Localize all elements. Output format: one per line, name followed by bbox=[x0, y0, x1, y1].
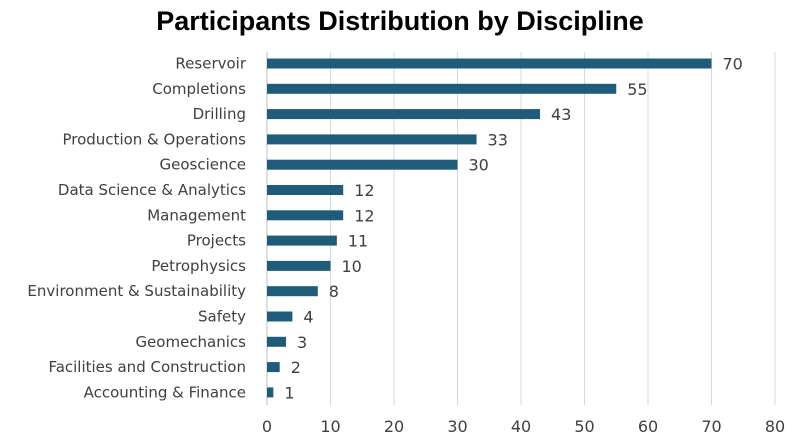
data-label: 43 bbox=[551, 105, 571, 124]
category-label: Data Science & Analytics bbox=[58, 181, 246, 199]
category-label: Production & Operations bbox=[62, 130, 246, 148]
data-label: 11 bbox=[348, 232, 368, 251]
x-tick-label: 80 bbox=[765, 417, 785, 436]
data-label: 55 bbox=[627, 80, 647, 99]
data-label: 12 bbox=[354, 206, 374, 225]
bar bbox=[267, 336, 287, 347]
bar bbox=[267, 235, 337, 246]
category-label: Completions bbox=[152, 80, 246, 98]
bar bbox=[267, 159, 458, 170]
bar bbox=[267, 134, 477, 145]
category-label: Safety bbox=[198, 308, 246, 326]
data-label: 2 bbox=[291, 358, 301, 377]
chart-title: Participants Distribution by Discipline bbox=[156, 6, 644, 36]
bar bbox=[267, 83, 617, 94]
labels: 0 10 20 30 40 50 60 70 80 Reservoir 70 Completions 5… bbox=[27, 55, 785, 437]
x-tick-label: 40 bbox=[511, 417, 531, 436]
x-tick-label: 70 bbox=[701, 417, 721, 436]
bar bbox=[267, 260, 331, 271]
category-label: Drilling bbox=[193, 105, 246, 123]
category-label: Petrophysics bbox=[151, 257, 246, 275]
x-tick-label: 10 bbox=[320, 417, 340, 436]
x-tick-label: 20 bbox=[384, 417, 404, 436]
data-label: 33 bbox=[488, 130, 508, 149]
data-label: 1 bbox=[284, 383, 294, 402]
bar bbox=[267, 210, 344, 221]
bar bbox=[267, 362, 280, 373]
category-label: Geomechanics bbox=[135, 333, 246, 351]
bar bbox=[267, 58, 712, 69]
x-tick-label: 0 bbox=[262, 417, 272, 436]
bar bbox=[267, 387, 274, 398]
data-label: 4 bbox=[303, 308, 313, 327]
category-label: Facilities and Construction bbox=[48, 358, 246, 376]
bars bbox=[267, 58, 712, 398]
bar bbox=[267, 185, 344, 195]
category-label: Projects bbox=[187, 232, 246, 250]
bar bbox=[267, 109, 541, 120]
category-label: Accounting & Finance bbox=[84, 383, 246, 401]
category-label: Geoscience bbox=[160, 156, 246, 174]
data-label: 8 bbox=[329, 282, 339, 301]
x-tick-label: 50 bbox=[574, 417, 594, 436]
x-tick-label: 60 bbox=[638, 417, 658, 436]
bar bbox=[267, 286, 318, 297]
bar bbox=[267, 311, 293, 322]
data-label: 30 bbox=[469, 156, 489, 175]
x-tick-label: 30 bbox=[447, 417, 467, 436]
category-label: Management bbox=[147, 206, 246, 224]
data-label: 3 bbox=[297, 333, 307, 352]
data-label: 70 bbox=[723, 55, 743, 74]
category-label: Reservoir bbox=[175, 55, 246, 73]
category-label: Environment & Sustainability bbox=[27, 282, 246, 300]
data-label: 10 bbox=[342, 257, 362, 276]
data-label: 12 bbox=[354, 181, 374, 200]
